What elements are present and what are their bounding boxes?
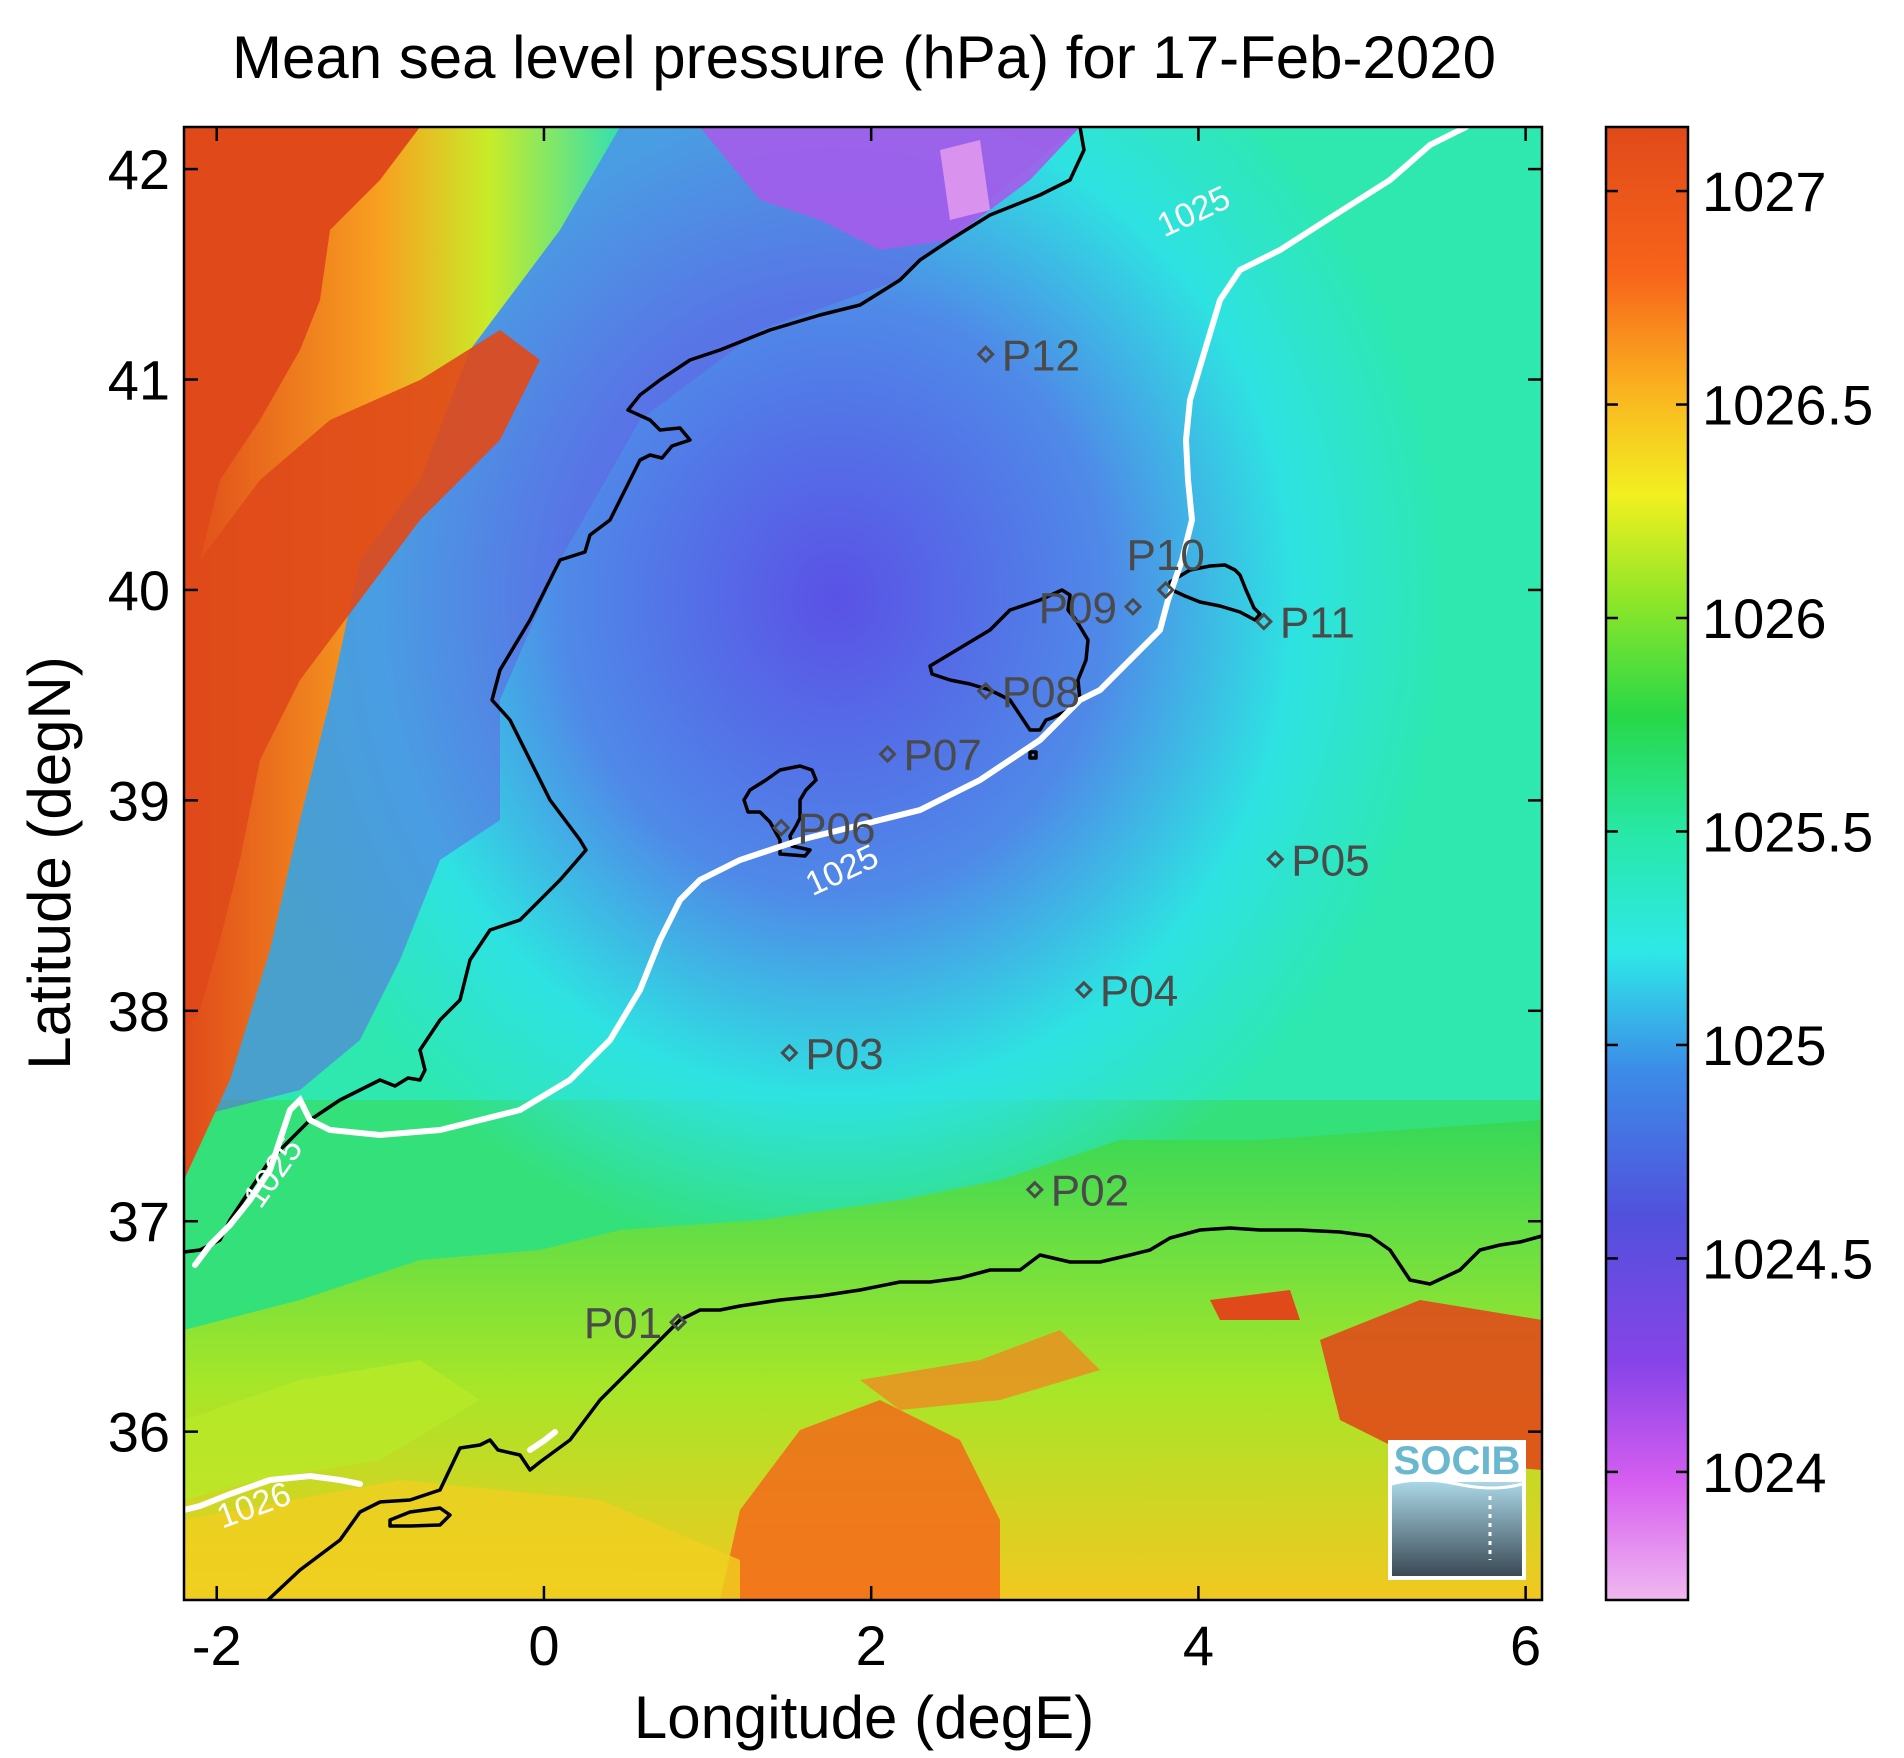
station-label: P02	[1051, 1167, 1129, 1216]
station-label: P12	[1002, 331, 1080, 380]
station-marker-icon	[878, 744, 897, 764]
station-label: P06	[797, 805, 875, 854]
station-marker-icon	[976, 681, 995, 701]
x-axis: -2 0 2 4 6	[192, 127, 1541, 1677]
colorbar-tick-label: 1025.5	[1702, 800, 1873, 863]
y-tick-label: 40	[108, 559, 170, 622]
station-marker-icon	[1123, 597, 1143, 616]
station-p02: P02	[1025, 1167, 1129, 1216]
station-label: P03	[805, 1030, 883, 1079]
x-tick-label: -2	[192, 1614, 242, 1677]
colorbar-ticks: 1024 1024.5 1025 1025.5 1026 1026.5 1027	[1606, 160, 1873, 1504]
isobar-contours	[184, 127, 1469, 1513]
station-label: P10	[1127, 531, 1205, 580]
colorbar-tick-label: 1026	[1702, 587, 1827, 650]
x-tick-label: 6	[1510, 1614, 1541, 1677]
station-marker-icon	[976, 345, 995, 364]
station-label: P05	[1291, 836, 1369, 885]
y-tick-label: 42	[108, 138, 170, 201]
colorbar-tick-label: 1024	[1702, 1441, 1827, 1504]
station-p05: P05	[1266, 836, 1370, 885]
coastlines	[184, 127, 1542, 1600]
station-marker-icon	[772, 818, 791, 837]
socib-logo: SOCIB	[1388, 1439, 1526, 1580]
x-tick-label: 2	[856, 1614, 887, 1677]
station-p10: P10	[1127, 531, 1205, 600]
station-label: P08	[1002, 668, 1080, 717]
y-tick-label: 36	[108, 1401, 170, 1464]
station-marker-icon	[1025, 1180, 1044, 1199]
y-tick-label: 41	[108, 349, 170, 412]
colorbar-tick-label: 1025	[1702, 1014, 1827, 1077]
station-label: P11	[1280, 599, 1355, 648]
station-p04: P04	[1074, 967, 1178, 1016]
station-p01: P01	[584, 1299, 688, 1348]
station-label: P09	[1039, 584, 1117, 633]
x-tick-label: 0	[528, 1614, 559, 1677]
station-marker-icon	[780, 1043, 799, 1063]
station-p12: P12	[976, 331, 1080, 380]
station-p03: P03	[780, 1030, 884, 1079]
map-title: Mean sea level pressure (hPa) for 17-Feb…	[232, 24, 1496, 91]
y-tick-label: 38	[108, 980, 170, 1043]
station-marker-icon	[1266, 850, 1285, 869]
y-axis-label: Latitude (degN)	[16, 656, 83, 1070]
station-label: P01	[584, 1299, 662, 1348]
x-axis-label: Longitude (degE)	[634, 1684, 1094, 1751]
station-label: P07	[904, 731, 982, 780]
station-p06: P06	[772, 805, 875, 854]
colorbar-tick-label: 1026.5	[1702, 374, 1873, 437]
x-tick-label: 4	[1183, 1614, 1214, 1677]
y-tick-label: 37	[108, 1190, 170, 1253]
station-marker-icon	[1254, 612, 1273, 631]
socib-logo-text: SOCIB	[1394, 1439, 1521, 1483]
station-label: P04	[1100, 967, 1178, 1016]
station-p07: P07	[878, 731, 982, 780]
station-marker-icon	[668, 1313, 688, 1332]
station-marker-icon	[1156, 580, 1175, 600]
y-axis: 36 37 38 39 40 41 42	[108, 138, 1542, 1464]
colorbar-tick-label: 1024.5	[1702, 1227, 1873, 1290]
station-p09: P09	[1039, 584, 1143, 633]
y-tick-label: 39	[108, 769, 170, 832]
station-marker-icon	[1074, 980, 1094, 999]
colorbar: 1024 1024.5 1025 1025.5 1026 1026.5 1027	[1604, 125, 1873, 1602]
station-p08: P08	[976, 668, 1080, 717]
pressure-field	[184, 127, 1542, 1600]
colorbar-tick-label: 1027	[1702, 160, 1827, 223]
plot-frame	[182, 125, 1544, 1602]
station-p11: P11	[1254, 599, 1355, 648]
